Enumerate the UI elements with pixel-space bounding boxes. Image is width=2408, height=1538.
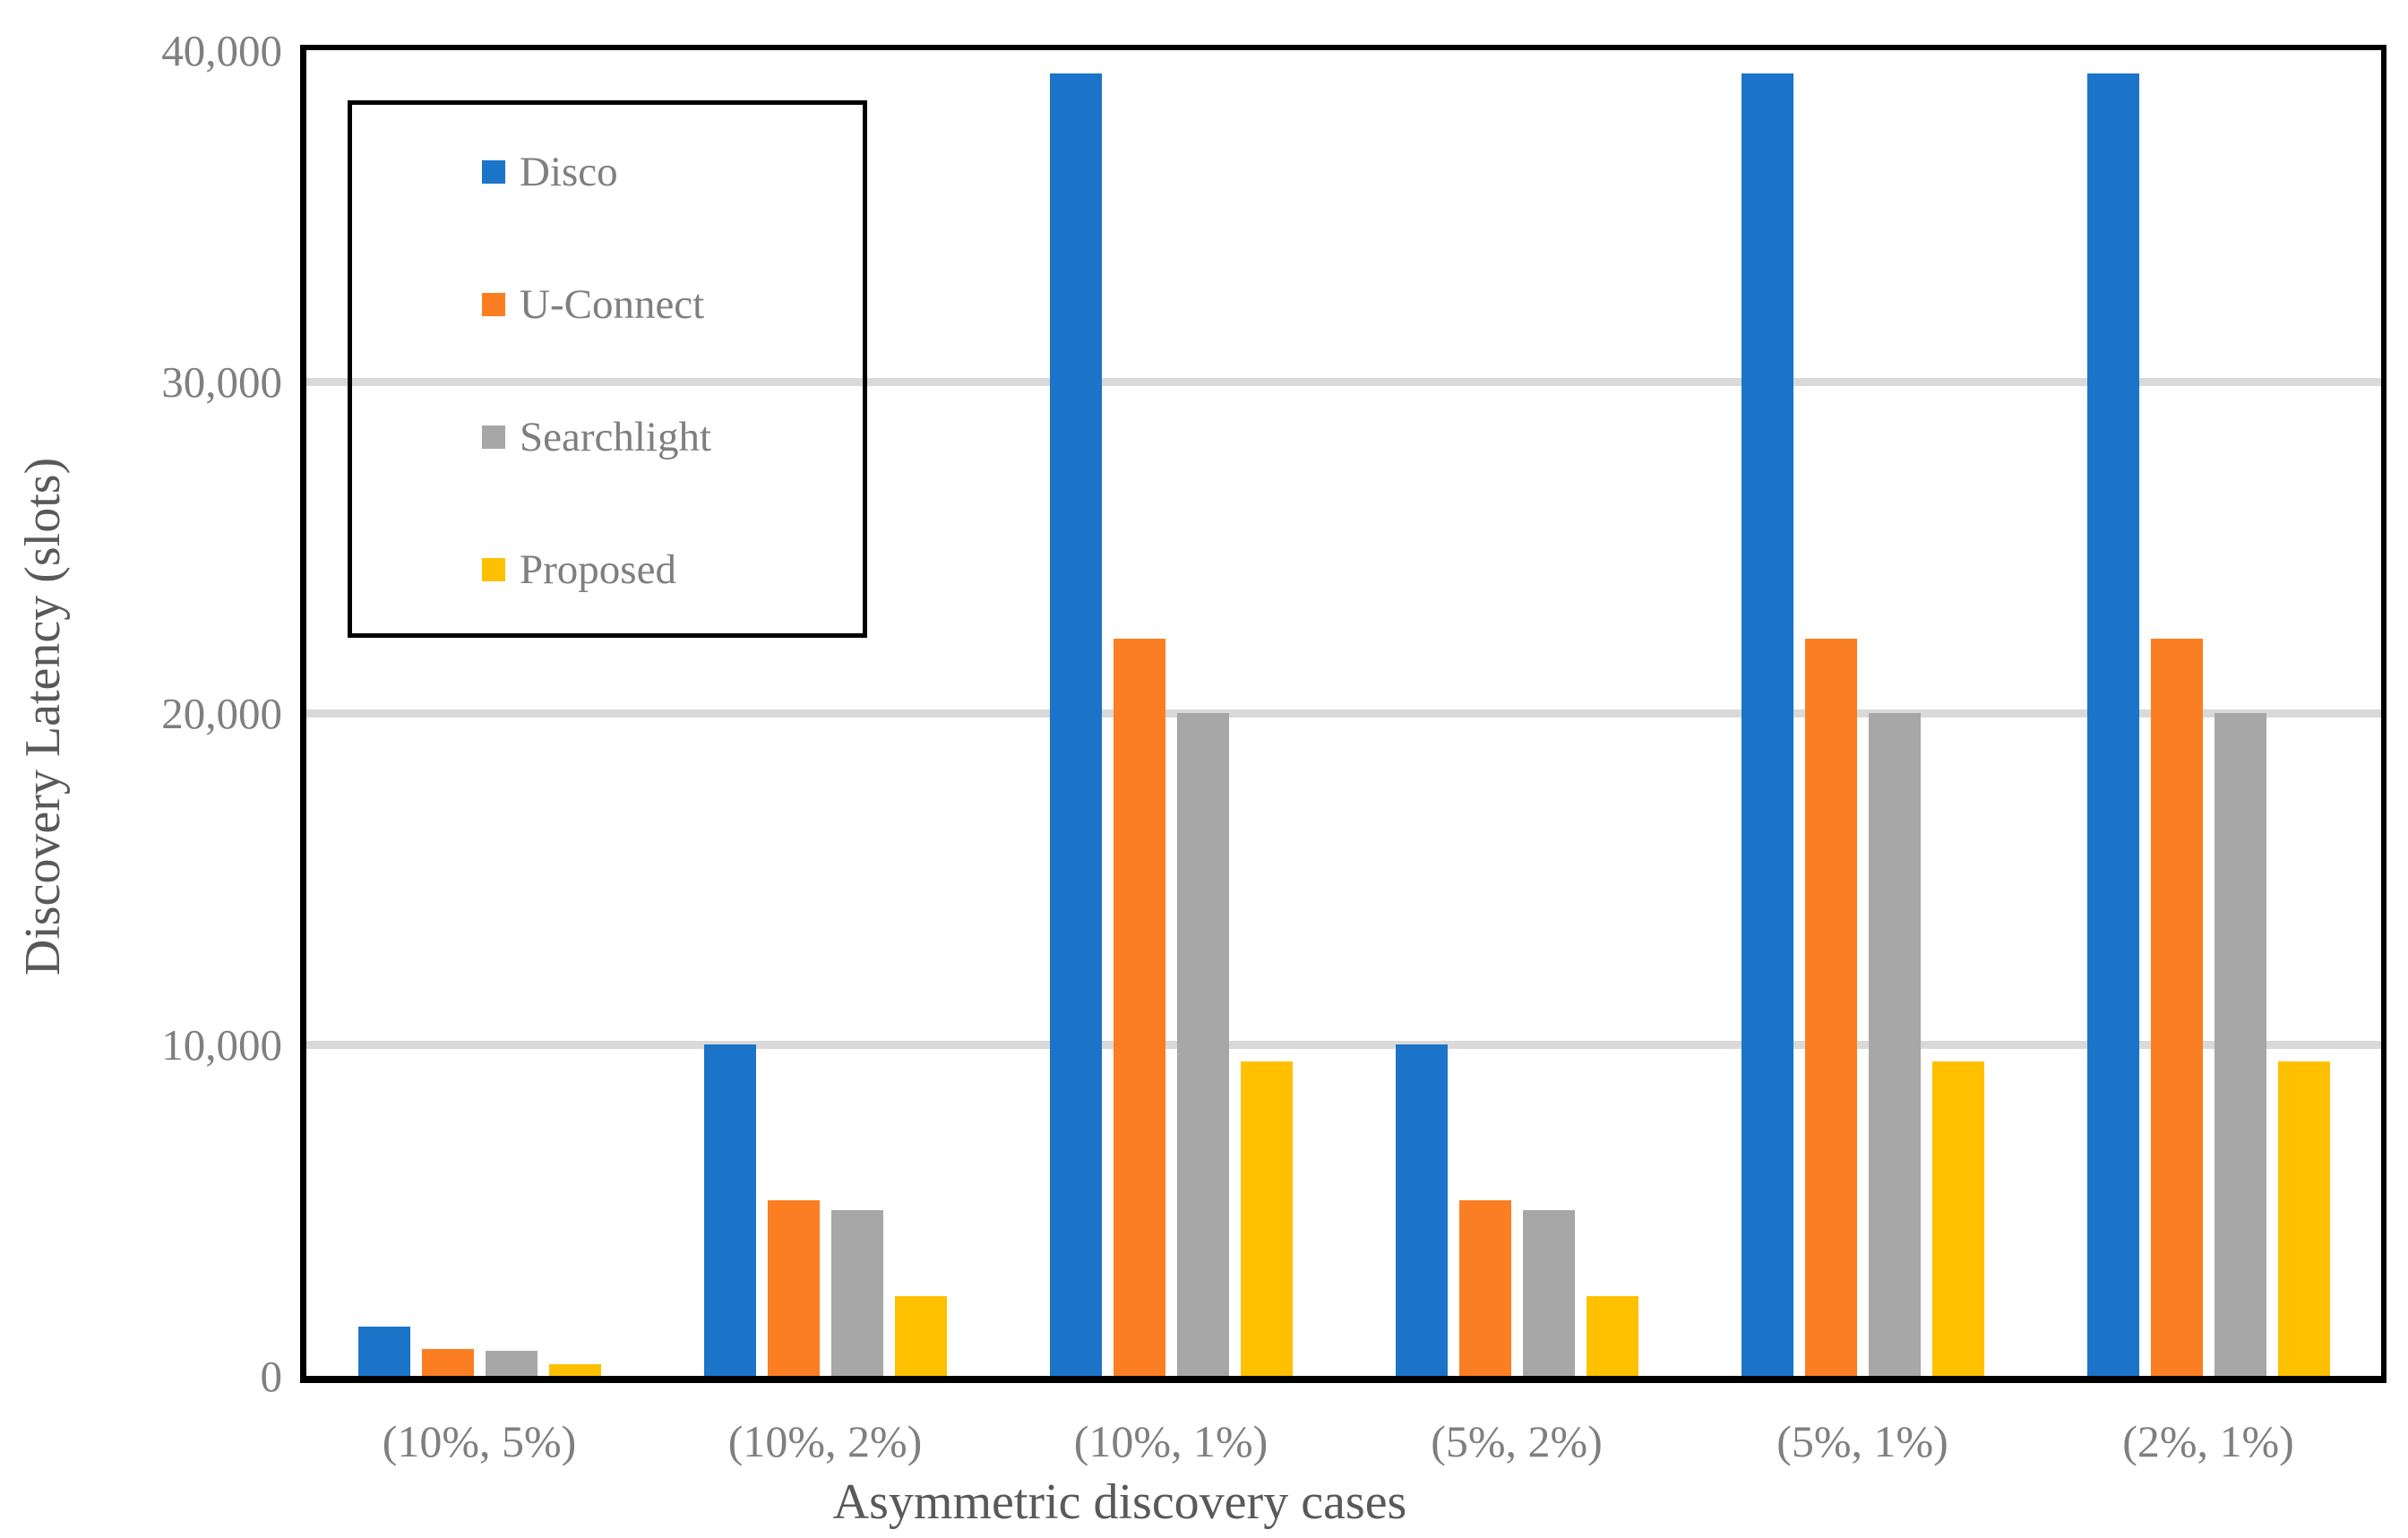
plot-area [300, 45, 2386, 1383]
bar-group-1 [357, 50, 601, 1376]
y-tick-label: 40,000 [161, 26, 282, 75]
bar-proposed [894, 1296, 947, 1376]
bar-proposed [1931, 1061, 1984, 1376]
bar-searchlight [1522, 1210, 1575, 1376]
legend-label: Proposed [520, 546, 676, 593]
gridline-10000 [306, 1040, 2381, 1049]
x-tick-label: (10%, 2%) [727, 1416, 923, 1466]
bar-u-connect [1113, 638, 1165, 1376]
bar-group-4 [1395, 50, 1638, 1376]
x-tick-label: (10%, 5%) [382, 1416, 577, 1466]
legend-label: Disco [520, 149, 618, 195]
bar-u-connect [767, 1199, 820, 1376]
legend-swatch-icon [482, 558, 505, 581]
bar-u-connect [1458, 1199, 1511, 1376]
bar-searchlight [485, 1351, 538, 1376]
legend-label: Searchlight [520, 414, 712, 460]
bar-proposed [2277, 1061, 2330, 1376]
legend-swatch-icon [482, 425, 505, 449]
legend-item-u-connect: U-Connect [482, 283, 863, 326]
bar-group-3 [1049, 50, 1293, 1376]
legend-swatch-icon [482, 293, 505, 316]
bar-disco [1741, 73, 1793, 1376]
bar-disco [703, 1044, 756, 1376]
x-tick-label: (5%, 2%) [1431, 1416, 1603, 1466]
bar-disco [357, 1326, 410, 1376]
legend-item-disco: Disco [482, 150, 863, 193]
bar-searchlight [2214, 713, 2266, 1376]
legend-item-proposed: Proposed [482, 548, 863, 591]
bar-group-2 [703, 50, 947, 1376]
y-tick-label: 0 [260, 1352, 283, 1401]
bar-disco [1395, 1044, 1448, 1376]
bar-disco [2086, 73, 2139, 1376]
gridline-20000 [306, 709, 2381, 717]
gridline-30000 [306, 377, 2381, 386]
bar-group-5 [1741, 50, 1984, 1376]
bar-u-connect [2150, 638, 2203, 1376]
x-tick-label: (5%, 1%) [1776, 1416, 1948, 1466]
y-tick-label: 10,000 [161, 1020, 282, 1070]
bar-group-6 [2086, 50, 2330, 1376]
bar-searchlight [830, 1210, 883, 1376]
x-axis-title: Asymmetric discovery cases [832, 1474, 1407, 1530]
legend-item-searchlight: Searchlight [482, 416, 863, 459]
bar-u-connect [421, 1349, 474, 1376]
bar-u-connect [1804, 638, 1857, 1376]
legend-swatch-icon [482, 160, 505, 184]
bar-disco [1049, 73, 1102, 1376]
x-tick-label: (10%, 1%) [1073, 1416, 1268, 1466]
bar-proposed [1240, 1061, 1293, 1376]
y-tick-label: 20,000 [161, 689, 282, 738]
legend-box: Disco U-Connect Searchlight Proposed [348, 100, 867, 638]
bar-proposed [1586, 1296, 1638, 1376]
y-tick-label: 30,000 [161, 357, 282, 407]
bar-proposed [548, 1364, 601, 1376]
bar-searchlight [1868, 713, 1921, 1376]
legend-label: U-Connect [520, 281, 705, 328]
bar-searchlight [1176, 713, 1229, 1376]
x-tick-label: (2%, 1%) [2122, 1416, 2294, 1466]
